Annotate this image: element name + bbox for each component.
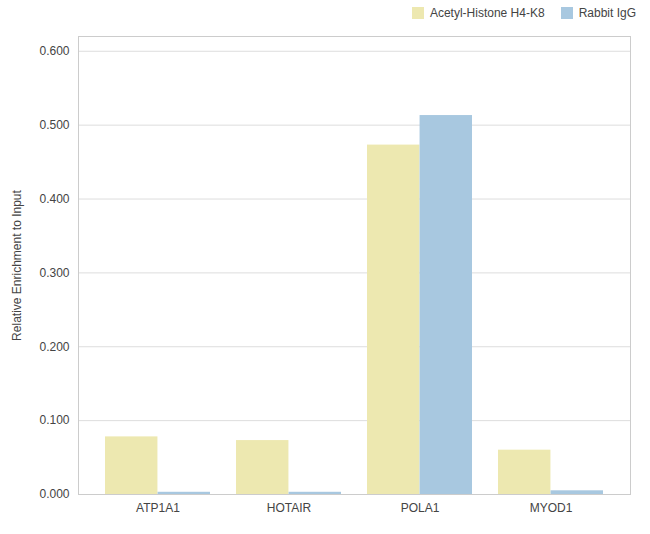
svg-text:0.000: 0.000 [39, 487, 69, 501]
svg-text:0.500: 0.500 [39, 118, 69, 132]
svg-text:0.600: 0.600 [39, 44, 69, 58]
svg-text:ATP1A1: ATP1A1 [136, 501, 180, 515]
svg-text:HOTAIR: HOTAIR [267, 501, 312, 515]
html-text:Rabbit IgG: Rabbit IgG [578, 6, 636, 20]
svg-text:0.100: 0.100 [39, 413, 69, 427]
html-text:Acetyl-Histone H4-K8: Acetyl-Histone H4-K8 [429, 6, 545, 20]
svg-text:Relative Enrichment to Input: Relative Enrichment to Input [10, 189, 24, 340]
svg-text:0.300: 0.300 [39, 266, 69, 280]
svg-text:0.400: 0.400 [39, 192, 69, 206]
svg-text:MYOD1: MYOD1 [530, 501, 573, 515]
svg-text:POLA1: POLA1 [401, 501, 440, 515]
svg-text:0.200: 0.200 [39, 340, 69, 354]
